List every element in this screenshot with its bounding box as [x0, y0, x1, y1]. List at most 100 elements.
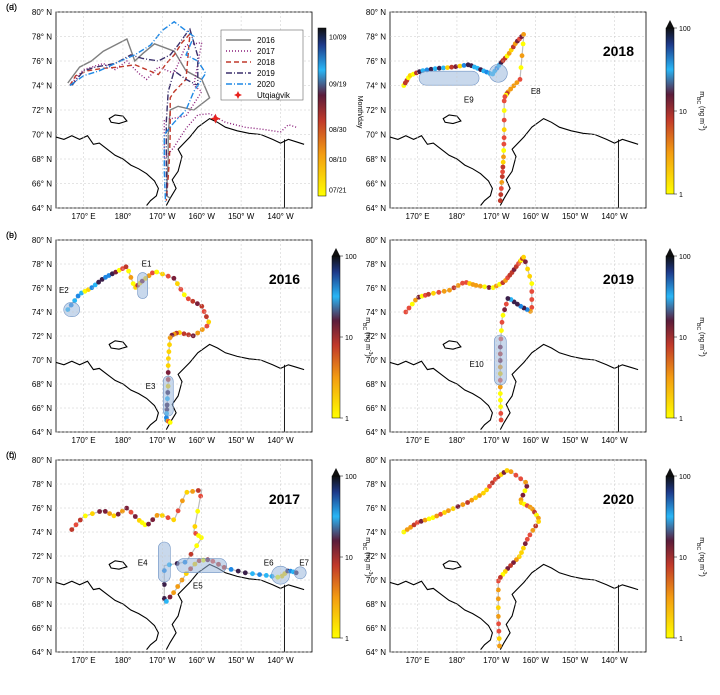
lat-tick-label: 72° N	[366, 552, 386, 561]
colorbar-tick-label: 08/30	[329, 127, 347, 134]
bc-sample-point	[228, 567, 234, 572]
lat-tick-label: 66° N	[366, 180, 386, 189]
bc-sample-point	[527, 532, 533, 538]
bc-sample-point	[477, 493, 482, 498]
panel-label: (d)	[6, 2, 17, 12]
colorbar-label: mBC (ng m-3)	[695, 537, 707, 576]
bc-sample-point	[406, 305, 412, 311]
track-2016	[67, 38, 211, 199]
panel-label: (b)	[6, 230, 17, 240]
bc-sample-point	[500, 164, 506, 170]
event-label: E8	[531, 87, 541, 96]
lon-tick-label: 180°	[115, 656, 132, 665]
bc-sample-point	[160, 271, 165, 277]
bc-sample-point	[499, 328, 504, 333]
bc-sample-point	[524, 536, 530, 542]
bc-sample-point	[167, 342, 172, 348]
bc-sample-point	[126, 268, 131, 274]
bc-sample-point	[434, 513, 440, 519]
panel-d: 80° N 78° N 76° N 74° N 72° N 70° N 68° N 66° N…	[6, 2, 707, 221]
lon-tick-label: 140° W	[601, 656, 628, 665]
bc-sample-point	[102, 509, 108, 514]
event-highlight	[158, 541, 171, 583]
lon-tick-label: 180°	[115, 212, 132, 221]
bc-sample-point	[178, 286, 184, 292]
lon-tick-label: 140° W	[267, 656, 294, 665]
station-marker-icon	[210, 113, 221, 124]
lon-tick-label: 170° E	[72, 656, 96, 665]
bc-sample-point	[180, 498, 185, 504]
panel-year-title: 2019	[603, 271, 634, 287]
bc-sample-point	[77, 517, 83, 523]
bc-sample-point	[518, 65, 524, 70]
colorbar-bc	[331, 475, 341, 639]
colorbar-tick-label: 100	[345, 254, 357, 261]
bc-sample-point	[484, 487, 489, 493]
panel-a: 80° N 78° N 76° N 74° N 72° N 70° N 68° N 66° N…	[6, 2, 363, 221]
event-label: E6	[264, 559, 274, 568]
bc-sample-point	[426, 516, 432, 522]
lat-tick-label: 76° N	[366, 57, 386, 66]
bc-sample-point	[206, 319, 212, 325]
colorbar-tick-label: 100	[345, 474, 357, 481]
legend-label: 2019	[257, 69, 275, 78]
colorbar-label: mBC (ng m-3)	[695, 317, 707, 356]
lat-tick-label: 76° N	[366, 504, 386, 513]
bc-sample-point	[461, 63, 467, 68]
bc-sample-point	[495, 614, 501, 619]
legend-box	[220, 29, 304, 101]
bc-sample-point	[501, 117, 507, 123]
lat-tick-label: 70° N	[366, 131, 386, 140]
coastline	[56, 360, 159, 430]
bc-sample-point	[486, 285, 492, 290]
bc-sample-point	[438, 511, 443, 517]
bc-sample-point	[497, 643, 502, 649]
panel-b: 80° N 78° N 76° N 74° N 72° N 70° N 68° N 66° N…	[6, 230, 373, 445]
bc-sample-point	[501, 135, 507, 141]
bc-sample-point	[514, 557, 519, 563]
bc-sample-point	[204, 314, 209, 320]
bc-sample-point	[120, 508, 125, 514]
bc-sample-point	[186, 332, 192, 338]
bc-sample-point	[166, 356, 171, 361]
bc-sample-point	[192, 524, 198, 529]
bc-sample-point	[501, 148, 507, 153]
legend-label: 2018	[257, 58, 275, 67]
event-highlight	[162, 375, 174, 417]
colorbar-label: mBC (ng m-3)	[361, 537, 373, 576]
lon-tick-label: 140° W	[601, 212, 628, 221]
bc-sample-point	[181, 292, 187, 298]
bc-sample-point	[495, 605, 501, 611]
lat-tick-label: 64° N	[32, 204, 52, 213]
bc-sample-point	[418, 518, 424, 524]
lon-tick-label: 160° W	[523, 212, 550, 221]
bc-sample-point	[498, 192, 504, 198]
bc-sample-point	[69, 527, 75, 532]
legend-label: 2020	[257, 80, 275, 89]
lat-tick-label: 76° N	[32, 57, 52, 66]
bc-sample-point	[502, 307, 507, 313]
bc-sample-point	[497, 384, 503, 390]
coastline	[442, 560, 462, 570]
lat-tick-label: 80° N	[32, 456, 52, 465]
bc-sample-point	[514, 80, 520, 85]
lon-tick-label: 170° E	[72, 212, 96, 221]
lon-tick-label: 180°	[115, 436, 132, 445]
bc-sample-point	[524, 483, 530, 489]
bc-sample-point	[498, 186, 504, 191]
lat-tick-label: 70° N	[32, 576, 52, 585]
lat-tick-label: 70° N	[32, 356, 52, 365]
bc-sample-point	[72, 298, 78, 303]
panels-root: 80° N 78° N 76° N 74° N 72° N 70° N 68° N 66° N…	[6, 2, 707, 665]
bc-sample-point	[128, 509, 134, 515]
bc-sample-point	[469, 497, 475, 503]
colorbar-tick-label: 100	[679, 26, 691, 33]
bc-sample-point	[523, 479, 528, 485]
bc-sample-point	[204, 323, 210, 329]
coastline	[56, 135, 159, 206]
bc-sample-point	[165, 363, 171, 368]
colorbar-bc	[665, 475, 675, 639]
map-content	[56, 20, 305, 208]
bc-sample-point	[422, 517, 428, 523]
bc-sample-point	[175, 584, 181, 589]
